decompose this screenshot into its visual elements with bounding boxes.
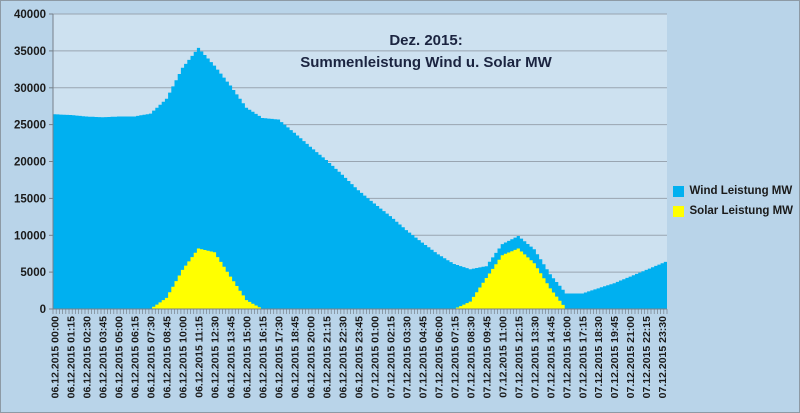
x-axis-label: 07.12.2015 21:00 xyxy=(625,316,637,398)
x-axis-label: 06.12.2015 23:45 xyxy=(353,316,365,398)
x-axis-label: 06.12.2015 13:45 xyxy=(226,316,238,398)
x-axis-label: 07.12.2015 04:45 xyxy=(417,316,429,398)
x-axis-label: 06.12.2015 00:00 xyxy=(50,316,62,398)
x-axis-label: 06.12.2015 21:15 xyxy=(321,316,333,398)
x-axis-label: 06.12.2015 03:45 xyxy=(98,316,110,398)
solar-legend-swatch-icon xyxy=(672,205,684,217)
x-axis-label: 06.12.2015 22:30 xyxy=(337,316,349,398)
y-axis-label: 35000 xyxy=(14,46,46,58)
x-axis-label: 07.12.2015 08:30 xyxy=(465,316,477,398)
x-axis-label: 06.12.2015 12:30 xyxy=(210,316,222,398)
legend: Wind Leistung MW Solar Leistung MW xyxy=(672,185,794,217)
x-axis-label: 07.12.2015 12:15 xyxy=(513,316,525,398)
x-axis-label: 06.12.2015 17:30 xyxy=(274,316,286,398)
x-axis-label: 07.12.2015 17:15 xyxy=(577,316,589,398)
y-axis-label: 30000 xyxy=(14,83,46,95)
x-axis-label: 07.12.2015 02:15 xyxy=(385,316,397,398)
y-axis-label: 15000 xyxy=(14,193,46,205)
x-axis-label: 06.12.2015 08:45 xyxy=(162,316,174,398)
x-axis-label: 07.12.2015 06:00 xyxy=(433,316,445,398)
x-axis-label: 06.12.2015 01:15 xyxy=(66,316,78,398)
x-axis-label: 06.12.2015 20:00 xyxy=(305,316,317,398)
x-axis-label: 07.12.2015 09:45 xyxy=(481,316,493,398)
wind-legend-label: Wind Leistung MW xyxy=(689,185,793,197)
x-axis-label: 06.12.2015 02:30 xyxy=(82,316,94,398)
legend-item-wind: Wind Leistung MW xyxy=(672,185,794,197)
x-axis-label: 07.12.2015 19:45 xyxy=(609,316,621,398)
solar-legend-label: Solar Leistung MW xyxy=(689,205,794,217)
x-axis-label: 07.12.2015 23:30 xyxy=(657,316,669,398)
x-axis-label: 06.12.2015 05:00 xyxy=(114,316,126,398)
x-axis-label: 07.12.2015 14:45 xyxy=(545,316,557,398)
x-axis-label: 07.12.2015 18:30 xyxy=(593,316,605,398)
x-axis-label: 06.12.2015 06:15 xyxy=(130,316,142,398)
x-axis-label: 07.12.2015 16:00 xyxy=(561,316,573,398)
x-axis-label: 06.12.2015 11:15 xyxy=(194,316,206,398)
y-axis-label: 20000 xyxy=(14,157,46,169)
solar-area-series xyxy=(53,248,667,309)
y-axis-label: 10000 xyxy=(14,230,46,242)
x-axis-label: 06.12.2015 15:00 xyxy=(242,316,254,398)
x-axis-label: 07.12.2015 01:00 xyxy=(369,316,381,398)
y-axis-label: 5000 xyxy=(20,267,46,279)
x-axis-label: 07.12.2015 11:00 xyxy=(497,316,509,398)
y-axis-label: 25000 xyxy=(14,120,46,132)
wind-area-series xyxy=(53,47,667,310)
x-axis-label: 06.12.2015 16:15 xyxy=(258,316,270,398)
x-axis-label: 06.12.2015 07:30 xyxy=(146,316,158,398)
y-axis-label: 40000 xyxy=(14,9,46,21)
x-axis-label: 07.12.2015 13:30 xyxy=(529,316,541,398)
x-axis-label: 07.12.2015 03:30 xyxy=(401,316,413,398)
y-axis-label: 0 xyxy=(40,304,46,316)
x-axis-label: 07.12.2015 22:15 xyxy=(641,316,653,398)
x-axis-label: 07.12.2015 07:15 xyxy=(449,316,461,398)
wind-legend-swatch-icon xyxy=(672,185,684,197)
x-axis-label: 06.12.2015 10:00 xyxy=(178,316,190,398)
x-axis-label: 06.12.2015 18:45 xyxy=(289,316,301,398)
legend-item-solar: Solar Leistung MW xyxy=(672,205,794,217)
